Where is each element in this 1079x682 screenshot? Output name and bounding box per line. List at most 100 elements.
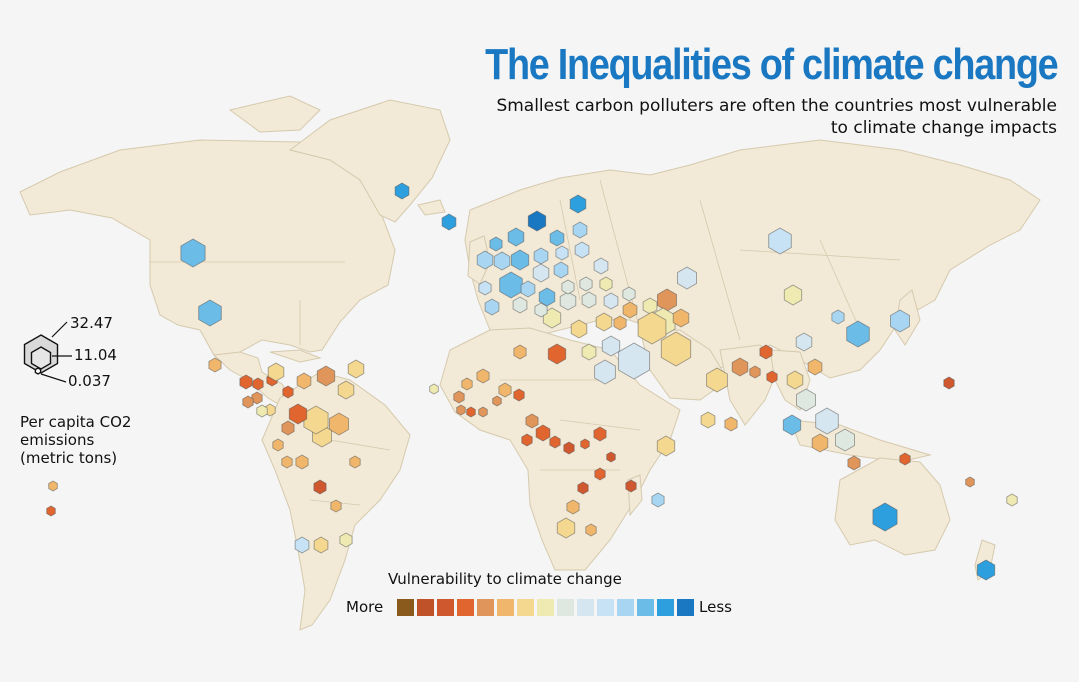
size-legend-symbol <box>23 321 72 383</box>
country-hex-marker <box>783 284 803 306</box>
country-hex-marker <box>831 309 845 325</box>
country-hex-marker <box>267 362 285 382</box>
country-hex-marker <box>510 249 530 271</box>
color-legend-swatch-7 <box>517 599 534 616</box>
country-hex-marker <box>976 559 996 581</box>
country-hex-marker <box>637 311 667 345</box>
country-hex-marker <box>456 404 466 416</box>
country-hex-marker <box>498 382 512 398</box>
country-hex-marker <box>534 302 548 318</box>
country-hex-marker <box>943 376 955 390</box>
country-hex-marker <box>796 388 816 412</box>
country-hex-marker <box>499 271 523 299</box>
country-hex-marker <box>466 406 476 418</box>
size-legend-min-value: 0.037 <box>68 372 111 390</box>
country-hex-marker <box>347 359 365 379</box>
country-hex-marker <box>807 358 823 376</box>
country-hex-marker <box>521 433 533 447</box>
country-hex-marker <box>556 517 576 539</box>
size-legend-leader-line-1 <box>51 321 68 338</box>
country-hex-marker <box>453 390 465 404</box>
subtitle-line-2: to climate change impacts <box>830 118 1057 138</box>
country-hex-marker <box>581 343 597 361</box>
land-caribbean <box>269 349 322 363</box>
country-hex-marker <box>242 395 254 409</box>
country-hex-marker <box>595 312 613 332</box>
country-hex-marker <box>549 229 565 247</box>
country-hex-marker <box>513 388 525 402</box>
country-hex-marker <box>180 238 206 268</box>
country-hex-marker <box>272 438 284 452</box>
country-hex-marker <box>208 357 222 373</box>
country-hex-marker <box>512 296 528 314</box>
country-hex-marker <box>489 236 503 252</box>
land-greenland <box>288 99 451 223</box>
country-hex-marker <box>570 319 588 339</box>
country-hex-marker <box>782 414 802 436</box>
country-hex-marker <box>724 416 738 432</box>
country-hex-marker <box>239 374 253 390</box>
country-hex-marker <box>677 266 697 290</box>
country-hex-marker <box>555 245 569 261</box>
country-hex-marker <box>847 455 861 471</box>
border-line-10 <box>329 439 391 451</box>
country-hex-marker <box>577 481 589 495</box>
world-land-shapes <box>19 95 1041 631</box>
country-hex-marker <box>198 299 222 327</box>
country-hex-marker <box>594 467 606 481</box>
country-hex-marker <box>594 359 616 385</box>
country-hex-marker <box>613 315 627 331</box>
color-legend-swatch-6 <box>497 599 514 616</box>
country-hex-marker <box>330 499 342 513</box>
country-hex-marker <box>339 532 353 548</box>
country-hex-marker <box>625 479 637 493</box>
country-hex-marker <box>525 413 539 429</box>
country-hex-marker <box>296 372 312 390</box>
country-hex-marker <box>547 343 567 365</box>
country-hex-marker <box>890 309 910 333</box>
size-caption-line-2: emissions <box>20 431 95 449</box>
country-hex-marker <box>622 301 638 319</box>
country-hex-marker <box>476 368 490 384</box>
map-subtitle: Smallest carbon polluters are often the … <box>437 95 1057 139</box>
land-australia <box>834 457 951 556</box>
color-legend-swatch-11 <box>597 599 614 616</box>
country-hex-marker <box>585 523 597 537</box>
country-hex-marker <box>965 476 975 488</box>
country-hex-marker <box>835 428 855 452</box>
country-hex-marker <box>749 365 761 379</box>
country-hex-marker <box>768 227 792 255</box>
country-markers <box>46 182 1018 581</box>
size-caption-line-3: (metric tons) <box>20 449 118 467</box>
country-hex-marker <box>766 370 778 384</box>
country-hex-marker <box>282 385 294 399</box>
border-line-5 <box>699 199 741 341</box>
size-legend-leader-line-3 <box>40 373 67 383</box>
country-borders <box>150 179 901 506</box>
country-hex-marker <box>593 426 607 442</box>
country-hex-marker <box>532 263 550 283</box>
color-legend-swatch-3 <box>437 599 454 616</box>
country-hex-marker <box>520 280 536 298</box>
country-hex-marker <box>579 276 593 292</box>
country-hex-marker <box>606 451 616 463</box>
country-hex-marker <box>563 441 575 455</box>
country-hex-marker <box>294 536 310 554</box>
country-hex-marker <box>660 331 692 367</box>
color-legend-swatch-10 <box>577 599 594 616</box>
color-legend-swatch-8 <box>537 599 554 616</box>
size-legend-hex-3 <box>34 367 42 375</box>
country-hex-marker <box>549 435 561 449</box>
country-hex-marker <box>574 241 590 259</box>
country-hex-marker <box>566 499 580 515</box>
country-hex-marker <box>281 455 293 469</box>
country-hex-marker <box>572 221 588 239</box>
country-hex-marker <box>731 357 749 377</box>
country-hex-marker <box>846 320 870 348</box>
size-caption-line-1: Per capita CO2 <box>20 413 132 431</box>
country-hex-marker <box>569 194 587 214</box>
country-hex-marker <box>478 406 488 418</box>
country-hex-marker <box>815 407 839 435</box>
country-hex-marker <box>872 502 898 532</box>
color-legend-swatch-1 <box>397 599 414 616</box>
